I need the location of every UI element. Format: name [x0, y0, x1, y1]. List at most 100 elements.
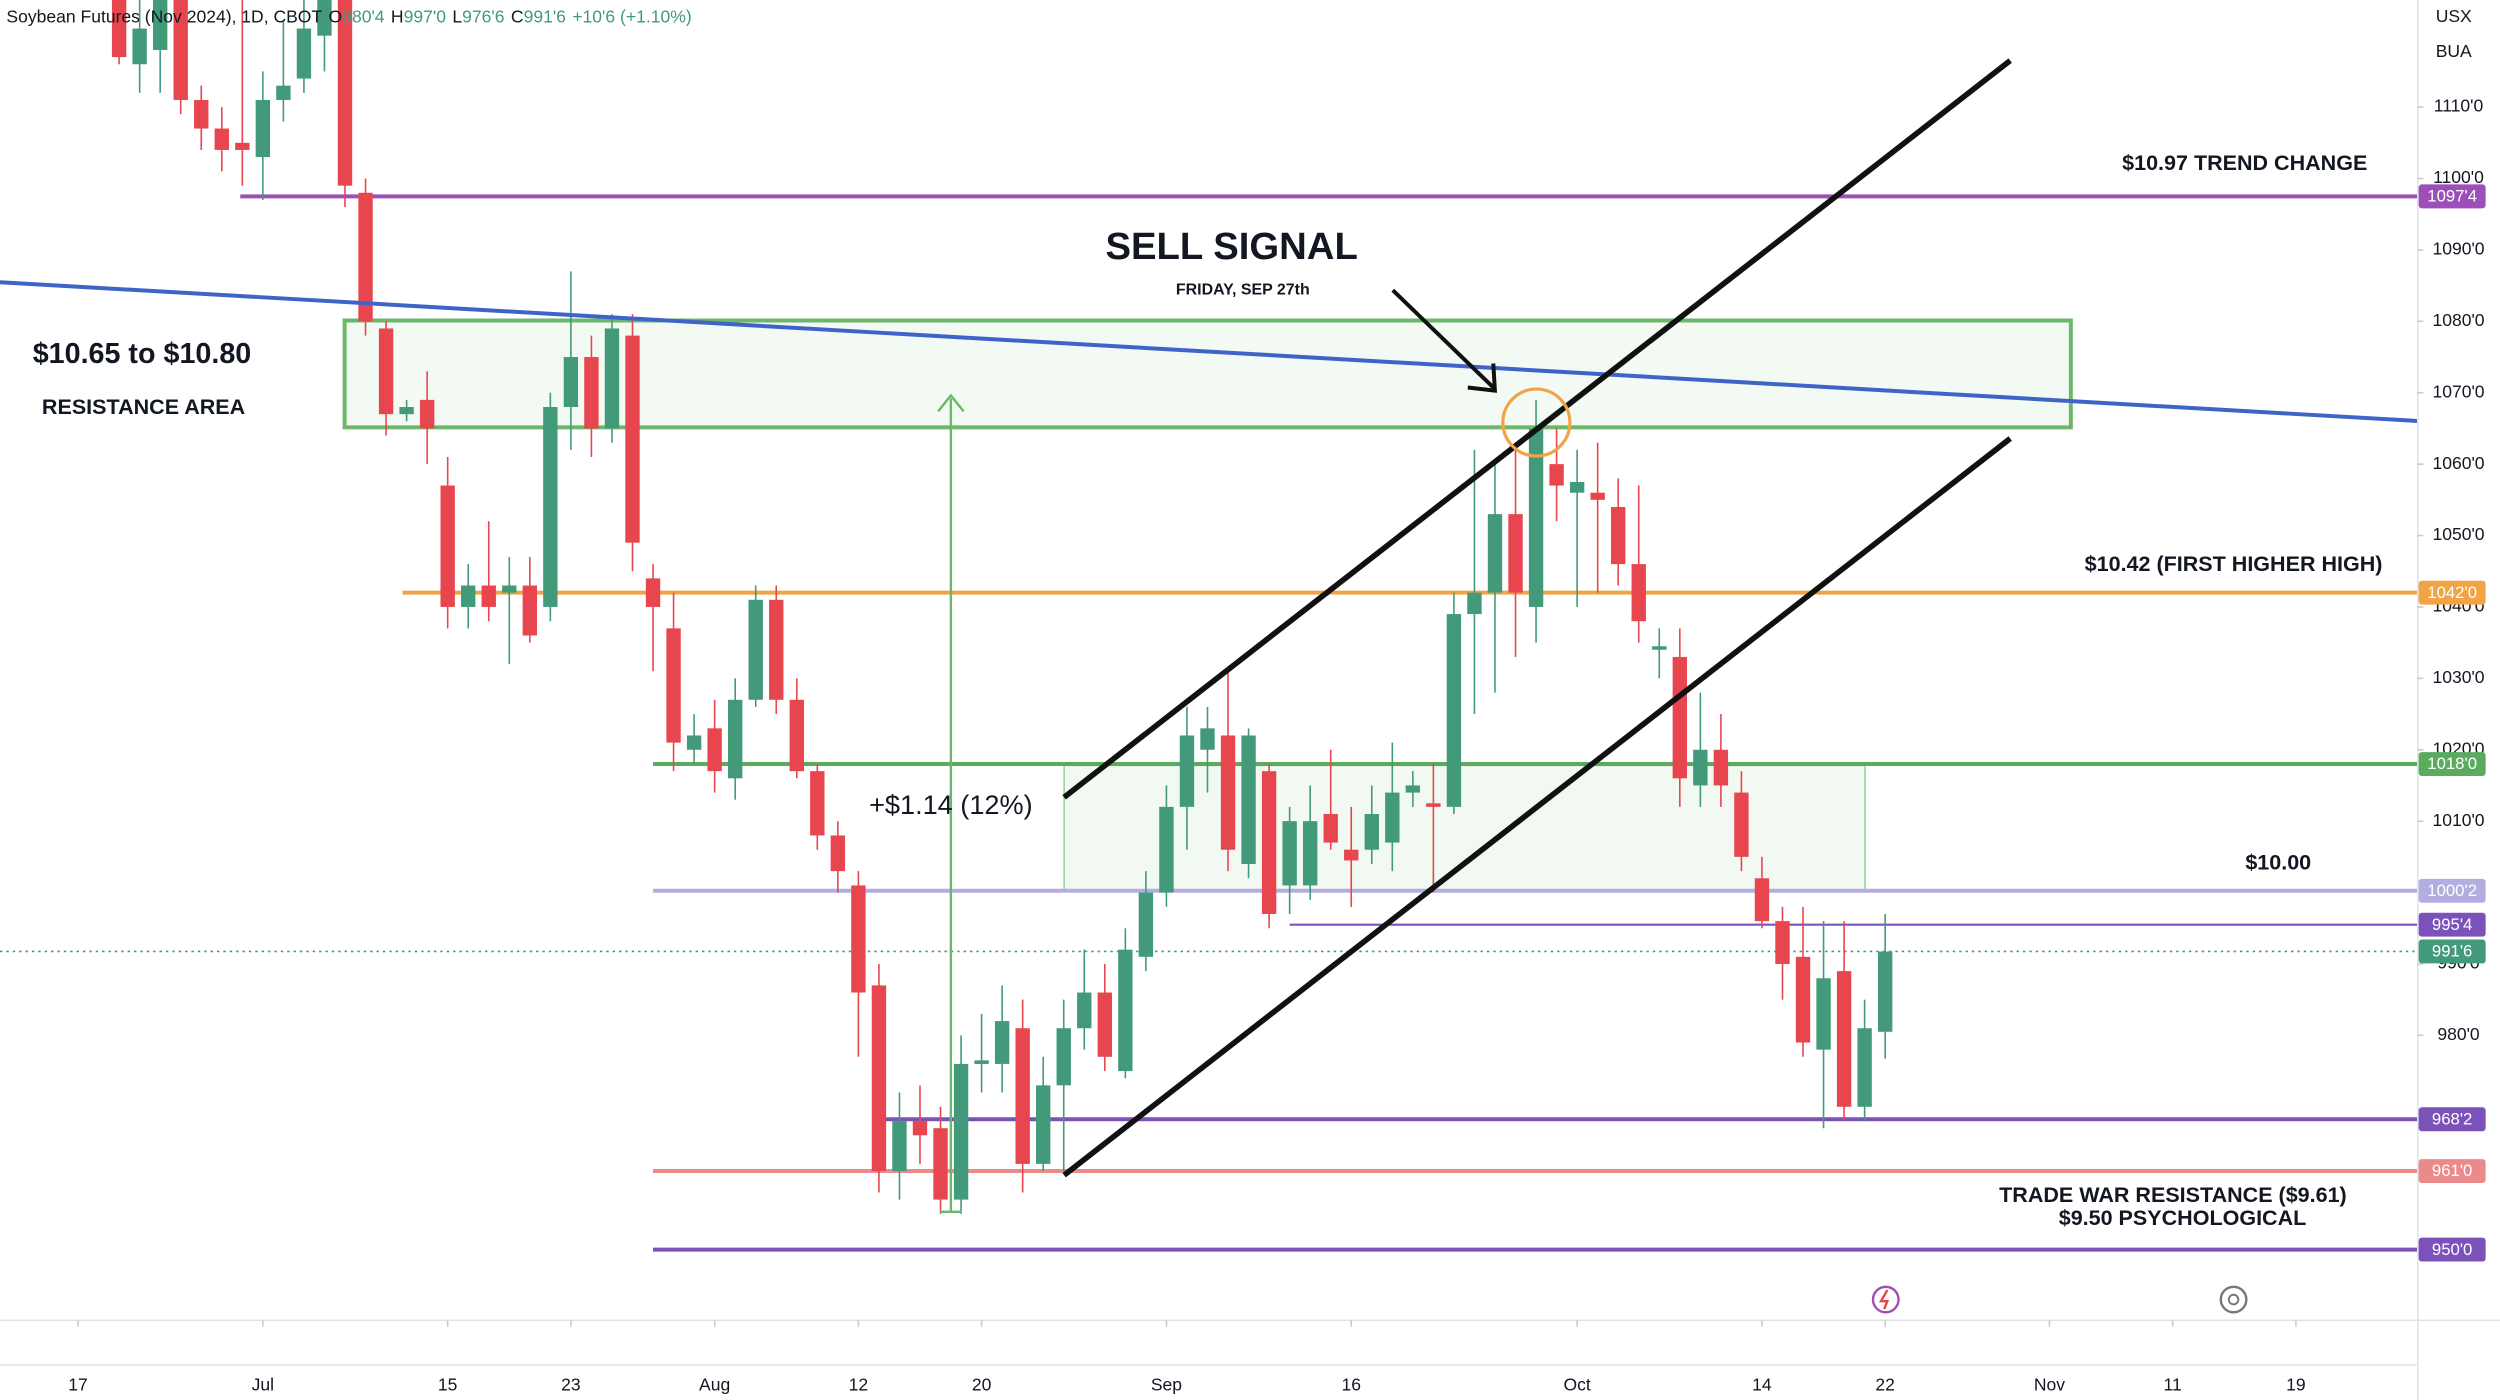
level-label: $10.00: [2245, 850, 2311, 874]
x-tick-label: Oct: [1563, 1374, 1590, 1394]
candles: [111, 0, 1893, 1214]
candle-body: [461, 585, 476, 607]
price-badge: [2418, 912, 2486, 937]
candle-body: [645, 578, 661, 607]
candle-body: [1364, 814, 1379, 850]
candle-body: [358, 192, 373, 322]
candle-body: [1015, 1028, 1030, 1164]
candle-body: [1261, 771, 1277, 914]
candle-body: [563, 357, 579, 408]
candle-body: [1672, 656, 1687, 779]
legend-key: O: [329, 6, 343, 26]
trend-line: [0, 280, 2418, 423]
candle-body: [1200, 728, 1215, 750]
candle-body: [625, 335, 640, 543]
event-icon[interactable]: [1871, 1285, 1900, 1314]
event-icon-glyph: [2227, 1293, 2240, 1306]
y-tick-label: 1070'0: [2432, 381, 2484, 401]
price-badge: [2418, 878, 2486, 903]
x-tick-label: 16: [1341, 1374, 1361, 1394]
candle-body: [953, 1063, 969, 1200]
candle-body: [1159, 806, 1174, 893]
candle-body: [1077, 992, 1092, 1029]
candle-body: [1877, 951, 1893, 1032]
price-badge-label: 1000'2: [2427, 881, 2477, 900]
candle-body: [1118, 949, 1133, 1072]
candle-body: [871, 985, 887, 1172]
signal-arrow: [1391, 288, 1495, 389]
candle-body: [1734, 792, 1749, 857]
candle-body: [419, 399, 435, 429]
candle-body: [789, 699, 804, 772]
x-tick-label: Nov: [2034, 1374, 2065, 1394]
price-badge: [2418, 1159, 2486, 1183]
y-tick-label: 1080'0: [2432, 310, 2484, 330]
candle-body: [1487, 514, 1503, 593]
price-badge-label: 968'2: [2432, 1109, 2472, 1128]
y-tick-label: 1110'0: [2434, 96, 2484, 116]
move-arrowhead: [937, 393, 965, 413]
candle-body: [1693, 749, 1708, 786]
legend-value: 991'6: [524, 6, 566, 26]
candle-body: [1446, 614, 1462, 807]
candle-body: [1590, 492, 1605, 500]
candle-body: [543, 407, 558, 607]
candle-body: [399, 407, 414, 415]
candle-body: [1569, 481, 1585, 493]
level-label: TRADE WAR RESISTANCE ($9.61): [1999, 1183, 2347, 1207]
price-badge: [2418, 939, 2486, 964]
candle-body: [1097, 992, 1113, 1057]
y-tick-label: 980'0: [2437, 1024, 2480, 1044]
candle-body: [933, 1128, 948, 1200]
candle-body: [1508, 514, 1523, 593]
legend-value: 980'4: [342, 6, 385, 26]
price-badge-label: 995'4: [2432, 915, 2472, 934]
candle-body: [1775, 921, 1790, 964]
candle-body: [194, 99, 209, 129]
x-tick-label: 15: [438, 1374, 458, 1394]
candle-body: [912, 1121, 928, 1136]
candle-body: [1528, 428, 1544, 607]
price-badge: [2418, 1237, 2486, 1262]
candle-body: [994, 1021, 1010, 1064]
candle-body: [1549, 464, 1564, 486]
event-icon[interactable]: [2219, 1285, 2248, 1314]
candle-body: [892, 1121, 907, 1172]
x-tick-label: 17: [68, 1374, 88, 1394]
candle-body: [584, 357, 599, 429]
x-tick-label: 14: [1752, 1374, 1772, 1394]
candle-body: [481, 585, 496, 607]
candle-body: [1611, 506, 1626, 565]
candle-body: [1652, 646, 1667, 650]
candle-body: [1836, 971, 1852, 1107]
zone-label: RESISTANCE AREA: [42, 395, 245, 419]
candle-body: [727, 699, 743, 779]
candle-body: [1426, 803, 1441, 807]
price-badge-label: 1018'0: [2427, 754, 2477, 773]
candle-body: [255, 99, 271, 158]
axes: 1110'0 1100'0 1090'0 1080'0 1070'0 1060'0 1050…: [68, 96, 2486, 1394]
price-badge-label: 991'6: [2432, 942, 2472, 961]
candle-body: [604, 328, 620, 429]
candle-body: [686, 735, 702, 750]
legend-key: L: [452, 6, 462, 26]
candle-body: [1220, 735, 1236, 850]
x-tick-label: 11: [2164, 1374, 2182, 1394]
corner-label: USX: [2436, 6, 2472, 26]
price-badge-label: 1042'0: [2427, 583, 2477, 602]
level-label: $9.50 PSYCHOLOGICAL: [2059, 1206, 2307, 1230]
legend-key: H: [391, 6, 404, 26]
candle-body: [810, 771, 825, 836]
candle-body: [337, 0, 353, 186]
x-tick-label: Sep: [1151, 1374, 1182, 1394]
candle-body: [1857, 1028, 1872, 1107]
candle-body: [214, 128, 229, 150]
legend-key: C: [511, 6, 524, 26]
candle-body: [1816, 978, 1831, 1050]
y-tick-label: 1030'0: [2432, 667, 2484, 687]
resistance-zone: [342, 318, 2073, 430]
candle-body: [666, 628, 681, 743]
price-badge: [2418, 580, 2486, 605]
x-tick-label: Jul: [252, 1374, 274, 1394]
